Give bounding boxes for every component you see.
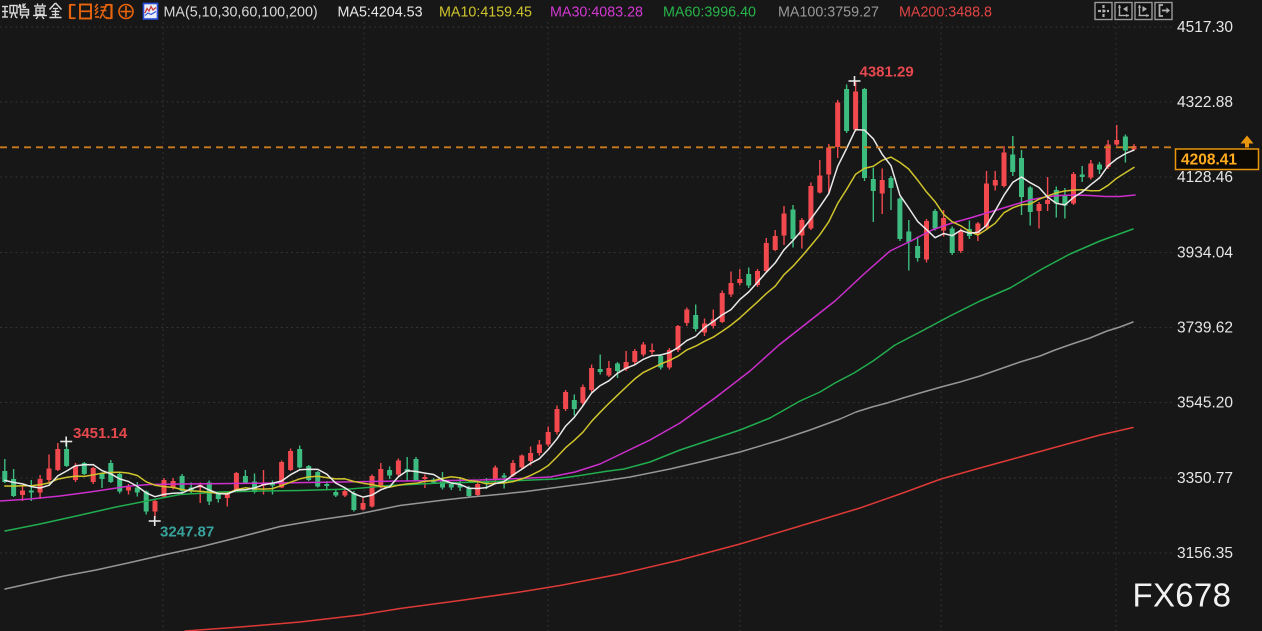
svg-text:4128.46: 4128.46 bbox=[1177, 169, 1233, 186]
svg-text:3739.62: 3739.62 bbox=[1177, 320, 1233, 337]
svg-text:MA100:3759.27: MA100:3759.27 bbox=[778, 5, 879, 21]
svg-text:MA10:4159.45: MA10:4159.45 bbox=[439, 5, 532, 21]
svg-text:4322.88: 4322.88 bbox=[1177, 94, 1233, 111]
svg-text:3247.87: 3247.87 bbox=[160, 524, 214, 541]
svg-text:3350.77: 3350.77 bbox=[1177, 470, 1233, 487]
svg-text:MA200:3488.8: MA200:3488.8 bbox=[899, 5, 992, 21]
svg-text:4381.29: 4381.29 bbox=[860, 64, 914, 81]
svg-text:3156.35: 3156.35 bbox=[1177, 545, 1233, 562]
svg-text:MA(5,10,30,60,100,200): MA(5,10,30,60,100,200) bbox=[164, 5, 318, 21]
svg-text:3451.14: 3451.14 bbox=[73, 425, 128, 442]
svg-text:4208.41: 4208.41 bbox=[1181, 152, 1237, 169]
svg-text:MA5:4204.53: MA5:4204.53 bbox=[338, 5, 423, 21]
svg-text:FX678: FX678 bbox=[1133, 577, 1232, 614]
svg-text:3934.04: 3934.04 bbox=[1177, 245, 1233, 262]
svg-text:4517.30: 4517.30 bbox=[1177, 19, 1233, 36]
svg-text:MA30:4083.28: MA30:4083.28 bbox=[550, 5, 643, 21]
svg-text:3545.20: 3545.20 bbox=[1177, 395, 1233, 412]
svg-text:MA60:3996.40: MA60:3996.40 bbox=[663, 5, 756, 21]
